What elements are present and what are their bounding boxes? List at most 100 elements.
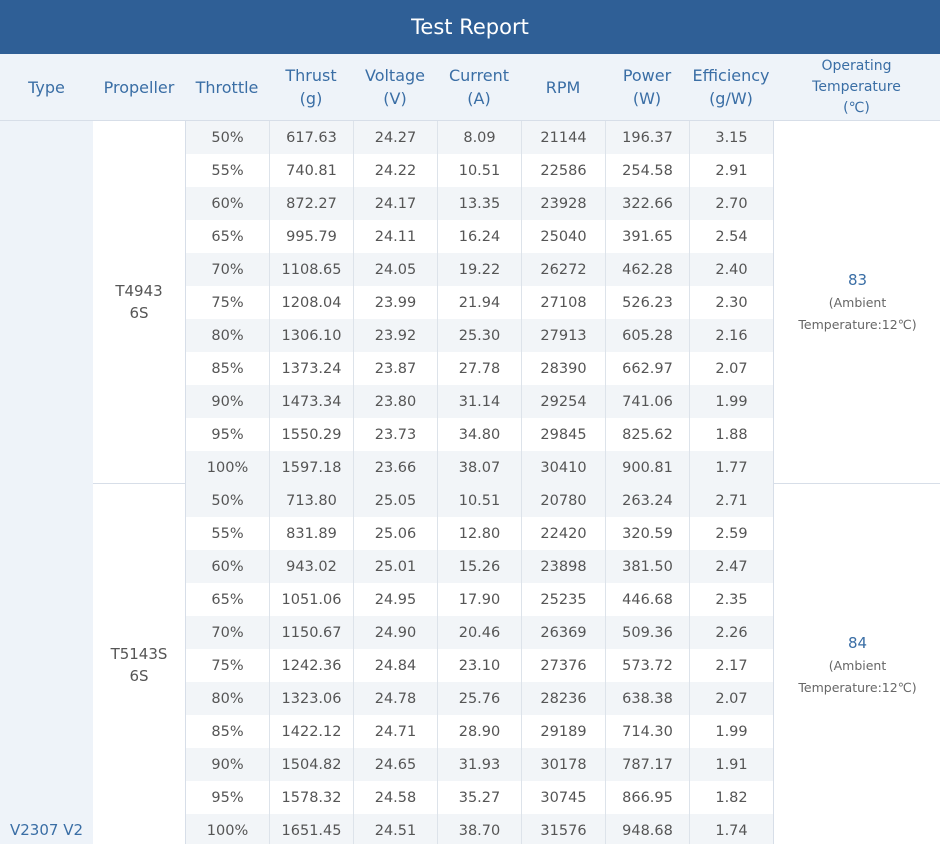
column-header-unit: (g/W) [709,89,753,108]
table-cell-throttle: 65% [185,583,269,616]
table-cell-voltage: 24.11 [353,220,437,253]
table-cell-voltage: 24.84 [353,649,437,682]
ambient-temperature-note: (Ambient [828,658,887,673]
table-cell-efficiency: 1.91 [689,748,773,781]
column-header-label: Throttle [195,77,259,97]
table-cell-rpm: 23898 [521,550,605,583]
table-row: 75% 1242.36 24.84 23.10 27376 573.72 2.17 [185,649,773,682]
column-header-power: Power (W) [605,54,689,120]
ambient-temperature-note: Temperature:12℃) [798,680,917,695]
table-cell-throttle: 75% [185,649,269,682]
temperature-cell: 83 (Ambient Temperature:12℃) [773,121,940,484]
table-cell-efficiency: 2.40 [689,253,773,286]
table-cell-voltage: 24.58 [353,781,437,814]
table-cell-efficiency: 2.35 [689,583,773,616]
type-column [0,121,94,844]
table-cell-rpm: 20780 [521,484,605,517]
table-cell-rpm: 30745 [521,781,605,814]
table-cell-thrust: 1578.32 [269,781,353,814]
table-cell-thrust: 1651.45 [269,814,353,844]
table-cell-throttle: 85% [185,715,269,748]
table-cell-current: 20.46 [437,616,521,649]
column-header-label: RPM [545,77,581,97]
table-cell-throttle: 70% [185,253,269,286]
table-row: 60% 872.27 24.17 13.35 23928 322.66 2.70 [185,187,773,220]
table-cell-efficiency: 2.91 [689,154,773,187]
table-cell-power: 741.06 [605,385,689,418]
table-cell-thrust: 831.89 [269,517,353,550]
table-cell-thrust: 1373.24 [269,352,353,385]
table-cell-current: 38.07 [437,451,521,484]
table-cell-current: 19.22 [437,253,521,286]
column-header-throttle: Throttle [185,54,269,120]
table-cell-current: 13.35 [437,187,521,220]
table-cell-throttle: 80% [185,319,269,352]
table-cell-current: 12.80 [437,517,521,550]
table-cell-voltage: 23.66 [353,451,437,484]
table-cell-voltage: 24.90 [353,616,437,649]
table-cell-voltage: 23.87 [353,352,437,385]
column-header-unit: (W) [632,89,662,108]
table-cell-rpm: 30178 [521,748,605,781]
temperature-cell: 84 (Ambient Temperature:12℃) [773,484,940,844]
table-cell-rpm: 25040 [521,220,605,253]
table-cell-thrust: 1473.34 [269,385,353,418]
table-row: 100% 1597.18 23.66 38.07 30410 900.81 1.77 [185,451,773,484]
table-cell-thrust: 1150.67 [269,616,353,649]
column-header-label: Current [448,66,510,85]
table-cell-rpm: 31576 [521,814,605,844]
table-cell-current: 8.09 [437,121,521,154]
operating-temperature-value: 83 [847,271,868,289]
table-cell-throttle: 85% [185,352,269,385]
table-row: 95% 1578.32 24.58 35.27 30745 866.95 1.82 [185,781,773,814]
table-cell-rpm: 23928 [521,187,605,220]
table-cell-current: 31.14 [437,385,521,418]
table-cell-efficiency: 1.77 [689,451,773,484]
table-row: 100% 1651.45 24.51 38.70 31576 948.68 1.74 [185,814,773,844]
column-header-label: Voltage [364,66,425,85]
table-cell-current: 27.78 [437,352,521,385]
table-cell-power: 948.68 [605,814,689,844]
column-header-voltage: Voltage (V) [353,54,437,120]
column-header-label: Type [28,77,65,97]
table-cell-throttle: 70% [185,616,269,649]
column-header-label: Temperature [812,78,901,95]
table-cell-efficiency: 2.30 [689,286,773,319]
table-cell-current: 16.24 [437,220,521,253]
table-cell-efficiency: 2.07 [689,352,773,385]
column-header-propeller: Propeller [93,54,185,120]
table-cell-efficiency: 2.16 [689,319,773,352]
table-cell-rpm: 28390 [521,352,605,385]
table-cell-current: 21.94 [437,286,521,319]
table-row: 90% 1504.82 24.65 31.93 30178 787.17 1.91 [185,748,773,781]
table-cell-throttle: 50% [185,121,269,154]
motor-type: V2307 V2 [9,821,83,839]
table-cell-voltage: 24.78 [353,682,437,715]
table-cell-current: 38.70 [437,814,521,844]
table-cell-power: 263.24 [605,484,689,517]
table-cell-thrust: 872.27 [269,187,353,220]
table-cell-thrust: 713.80 [269,484,353,517]
table-cell-voltage: 24.22 [353,154,437,187]
table-cell-throttle: 90% [185,748,269,781]
table-row: 80% 1323.06 24.78 25.76 28236 638.38 2.07 [185,682,773,715]
table-cell-voltage: 24.95 [353,583,437,616]
table-cell-throttle: 75% [185,286,269,319]
column-header-unit: (g) [299,89,323,108]
table-cell-current: 25.30 [437,319,521,352]
table-cell-power: 254.58 [605,154,689,187]
table-cell-power: 196.37 [605,121,689,154]
table-cell-power: 662.97 [605,352,689,385]
table-cell-voltage: 24.27 [353,121,437,154]
table-cell-current: 10.51 [437,484,521,517]
column-header-thrust: Thrust (g) [269,54,353,120]
column-header-unit: (V) [383,89,407,108]
ambient-temperature-note: Temperature:12℃) [798,317,917,332]
table-row: 70% 1150.67 24.90 20.46 26369 509.36 2.26 [185,616,773,649]
table-cell-throttle: 55% [185,154,269,187]
table-cell-current: 10.51 [437,154,521,187]
table-cell-rpm: 27913 [521,319,605,352]
table-cell-voltage: 23.80 [353,385,437,418]
table-cell-efficiency: 2.07 [689,682,773,715]
